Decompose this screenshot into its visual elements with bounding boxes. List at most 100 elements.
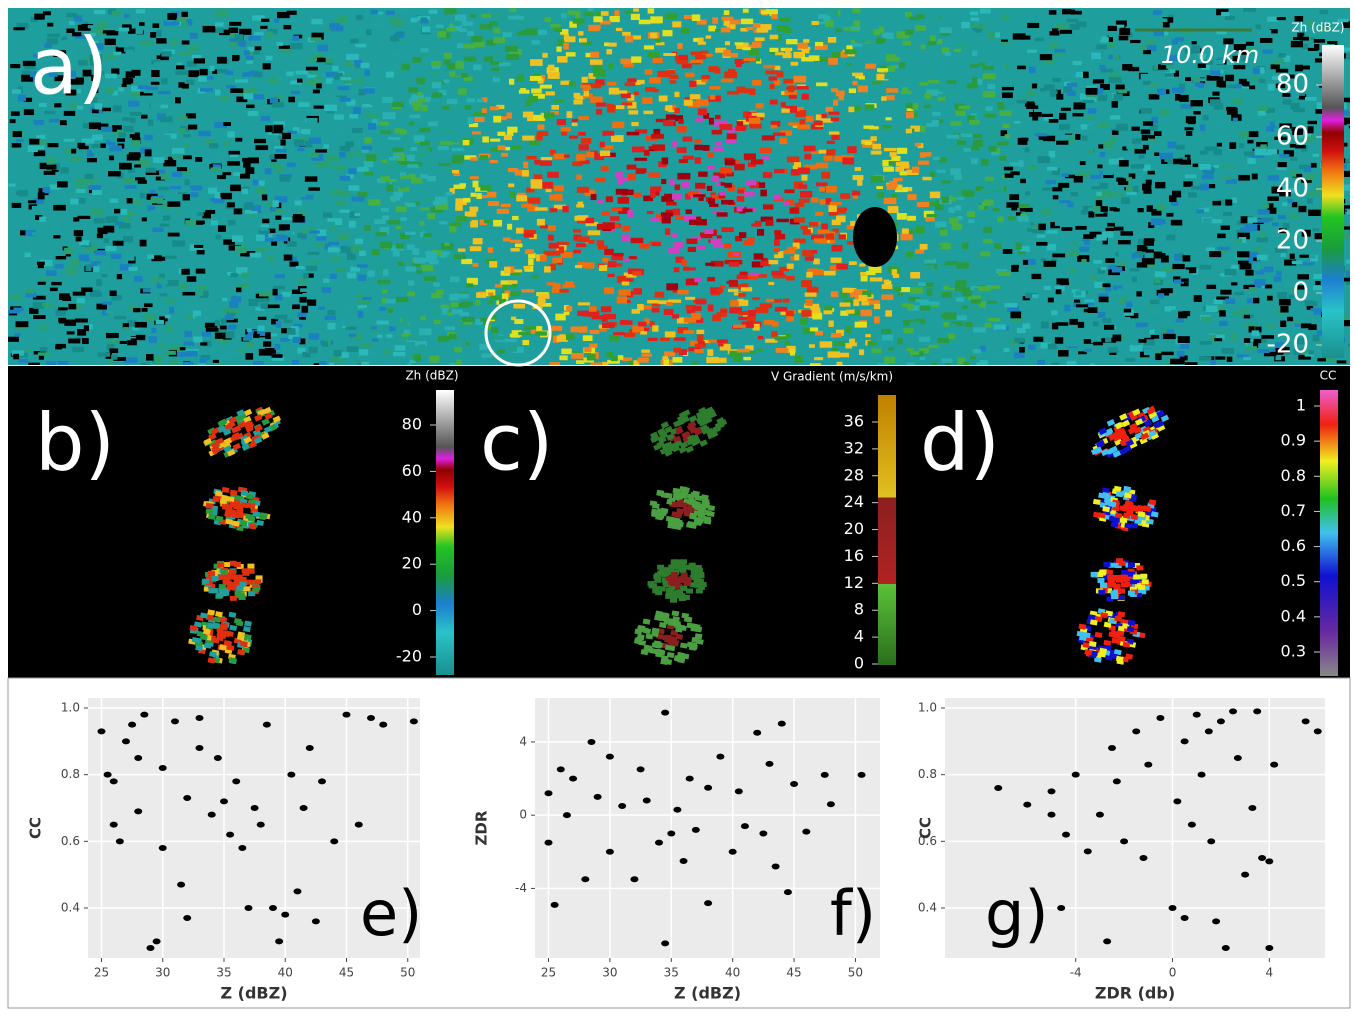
- radar-cell: [1091, 186, 1099, 189]
- radar-cell: [1029, 265, 1035, 269]
- radar-cell: [829, 320, 834, 326]
- radar-cell: [582, 77, 588, 83]
- radar-cell: [183, 342, 194, 346]
- radar-cell: [379, 121, 388, 125]
- radar-cell: [299, 211, 308, 214]
- radar-cell: [639, 20, 651, 25]
- radar-cell: [884, 198, 897, 204]
- radar-cell: [972, 77, 977, 84]
- radar-cell: [530, 179, 542, 183]
- radar-cell: [288, 97, 295, 103]
- radar-cell: [578, 132, 586, 136]
- radar-cell: [287, 163, 296, 167]
- radar-cell: [484, 56, 493, 61]
- radar-cell: [1245, 346, 1257, 350]
- radar-cell: [182, 96, 192, 101]
- radar-cell: [379, 307, 386, 311]
- radar-cell: [920, 357, 925, 360]
- radar-cell: [280, 338, 289, 342]
- radar-cell: [488, 292, 493, 295]
- radar-cell: [987, 126, 998, 129]
- radar-cell: [136, 351, 147, 357]
- radar-cell: [58, 307, 68, 310]
- radar-cell: [795, 203, 805, 207]
- radar-cell: [1126, 143, 1134, 149]
- radar-cell: [1161, 352, 1174, 355]
- radar-cell: [13, 27, 24, 30]
- radar-cell: [156, 320, 164, 325]
- radar-cell: [101, 127, 112, 132]
- storm-cell: [689, 565, 696, 570]
- radar-cell: [28, 146, 38, 153]
- storm-cell: [208, 588, 215, 593]
- radar-cell: [466, 98, 475, 102]
- radar-cell: [783, 299, 790, 303]
- radar-cell: [813, 258, 820, 264]
- radar-cell: [501, 204, 511, 207]
- radar-cell: [1068, 202, 1074, 207]
- radar-cell: [1284, 281, 1291, 288]
- radar-cell: [1002, 92, 1013, 98]
- radar-cell: [1112, 101, 1118, 108]
- radar-cell: [869, 126, 878, 129]
- radar-cell: [942, 358, 953, 363]
- radar-cell: [290, 43, 302, 49]
- radar-cell: [1084, 299, 1094, 302]
- storm-cell: [698, 585, 705, 590]
- radar-cell: [279, 20, 292, 24]
- radar-cell: [907, 304, 914, 309]
- radar-cell: [1137, 297, 1145, 301]
- radar-cell: [256, 187, 265, 193]
- radar-cell: [1208, 260, 1219, 263]
- radar-cell: [1190, 100, 1202, 106]
- storm-cell: [235, 590, 242, 595]
- radar-cell: [463, 140, 470, 145]
- radar-cell: [1056, 23, 1068, 29]
- radar-cell: [597, 240, 604, 246]
- radar-cell: [713, 147, 723, 152]
- radar-cell: [240, 253, 246, 256]
- radar-cell: [258, 269, 270, 273]
- radar-cell: [1238, 132, 1248, 138]
- radar-cell: [455, 15, 466, 22]
- radar-cell: [812, 250, 817, 254]
- radar-cell: [1032, 294, 1038, 298]
- radar-cell: [245, 334, 252, 340]
- radar-cell: [786, 39, 797, 44]
- radar-cell: [1113, 208, 1119, 211]
- radar-cell: [1194, 295, 1202, 302]
- radar-cell: [1258, 105, 1268, 111]
- radar-cell: [1171, 220, 1182, 226]
- radar-cell: [106, 333, 119, 338]
- radar-cell: [602, 258, 608, 263]
- radar-cell: [158, 91, 171, 94]
- radar-cell: [961, 22, 969, 29]
- radar-cell: [622, 225, 630, 231]
- radar-cell: [1229, 142, 1236, 149]
- radar-cell: [46, 270, 57, 276]
- radar-cell: [501, 153, 508, 157]
- radar-cell: [588, 230, 601, 235]
- colorbar: [1322, 45, 1344, 358]
- radar-cell: [211, 167, 222, 171]
- radar-cell: [172, 39, 178, 45]
- radar-cell: [130, 118, 136, 123]
- radar-cell: [1231, 282, 1237, 285]
- radar-cell: [409, 115, 420, 119]
- radar-cell: [306, 266, 317, 271]
- radar-cell: [716, 141, 722, 145]
- radar-cell: [335, 218, 342, 225]
- radar-cell: [139, 22, 145, 26]
- radar-cell: [1196, 202, 1206, 209]
- radar-cell: [396, 243, 404, 248]
- radar-cell: [799, 199, 810, 203]
- radar-cell: [1313, 228, 1320, 231]
- radar-cell: [330, 274, 337, 279]
- radar-cell: [276, 321, 281, 328]
- radar-cell: [968, 350, 973, 356]
- radar-cell: [912, 45, 919, 50]
- colorbar-tick-label: 0: [1292, 278, 1309, 308]
- radar-cell: [337, 16, 348, 22]
- radar-cell: [668, 247, 680, 253]
- radar-cell: [303, 273, 309, 278]
